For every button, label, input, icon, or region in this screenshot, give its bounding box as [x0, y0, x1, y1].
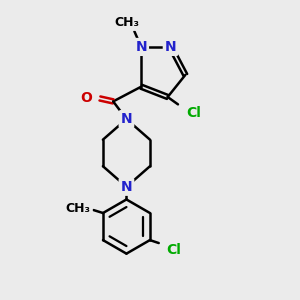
Text: N: N: [135, 40, 147, 54]
Text: O: O: [80, 91, 92, 105]
Text: Cl: Cl: [186, 106, 201, 120]
Text: Cl: Cl: [167, 243, 182, 257]
Text: CH₃: CH₃: [66, 202, 91, 215]
Text: CH₃: CH₃: [114, 16, 139, 29]
Text: N: N: [121, 180, 132, 194]
Text: N: N: [165, 40, 176, 54]
Text: N: N: [121, 112, 132, 126]
